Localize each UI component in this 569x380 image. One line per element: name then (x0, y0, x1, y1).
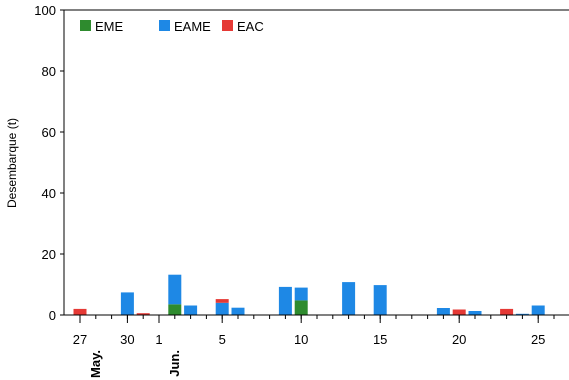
month-label-0: May. (88, 350, 103, 378)
x-tick-label-0: 27 (73, 332, 87, 347)
bar-eame-11 (436, 308, 450, 315)
bar-eac-14 (500, 308, 514, 315)
x-tick-label-2: 1 (155, 332, 162, 347)
x-tick-label-6: 20 (452, 332, 466, 347)
bar-eame-16 (531, 305, 545, 315)
y-axis-label: Desembarque (t) (5, 118, 19, 208)
legend-swatch-eame (159, 20, 170, 31)
bar-eame-3 (168, 274, 182, 305)
x-tick-label-7: 25 (531, 332, 545, 347)
y-tick-label-5: 100 (34, 3, 56, 18)
x-tick-label-5: 15 (373, 332, 387, 347)
y-ticks: 0 20 40 60 80 100 (34, 3, 64, 323)
bar-eame-1 (120, 292, 134, 315)
legend-label-eme: EME (95, 19, 124, 34)
bar-eame-10 (373, 285, 387, 315)
bar-eame-8 (294, 287, 308, 301)
legend-label-eac: EAC (237, 19, 264, 34)
y-tick-label-0: 0 (49, 308, 56, 323)
bar-eme-3 (168, 304, 182, 315)
x-tick-label-1: 30 (120, 332, 134, 347)
bar-eac-5 (215, 299, 229, 303)
legend-label-eame: EAME (174, 19, 211, 34)
bar-eame-13 (468, 311, 482, 315)
axes-layer (63, 9, 569, 316)
legend-swatch-eme (80, 20, 91, 31)
y-tick-label-1: 20 (42, 247, 56, 262)
month-label-1: Jun. (167, 350, 182, 377)
y-tick-label-4: 80 (42, 64, 56, 79)
bar-eac-2 (136, 313, 150, 315)
y-tick-label-3: 60 (42, 125, 56, 140)
legend: EME EAME EAC (80, 19, 264, 34)
bar-eac-0 (73, 308, 87, 315)
x-tick-label-3: 5 (219, 332, 226, 347)
bar-eame-9 (342, 282, 356, 315)
y-tick-label-2: 40 (42, 186, 56, 201)
bar-eme-8 (294, 300, 308, 315)
bar-eac-12 (452, 309, 466, 315)
bar-eame-4 (184, 305, 198, 315)
legend-swatch-eac (222, 20, 233, 31)
bar-eame-15 (515, 313, 529, 315)
bar-eame-7 (278, 286, 292, 315)
bar-eame-6 (231, 307, 245, 315)
bars-layer (73, 274, 545, 315)
x-tick-label-4: 10 (294, 332, 308, 347)
bar-eame-5 (215, 302, 229, 315)
